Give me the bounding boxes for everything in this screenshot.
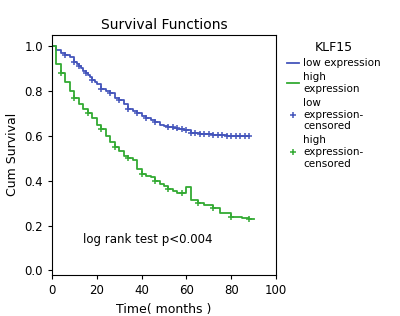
Y-axis label: Cum Survival: Cum Survival bbox=[6, 113, 19, 197]
Text: log rank test p<0.004: log rank test p<0.004 bbox=[83, 234, 213, 246]
Title: Survival Functions: Survival Functions bbox=[101, 18, 227, 32]
Legend: low expression, high
expression, low
expression-
censored, high
expression-
cens: low expression, high expression, low exp… bbox=[286, 40, 382, 170]
X-axis label: Time( months ): Time( months ) bbox=[116, 302, 212, 315]
